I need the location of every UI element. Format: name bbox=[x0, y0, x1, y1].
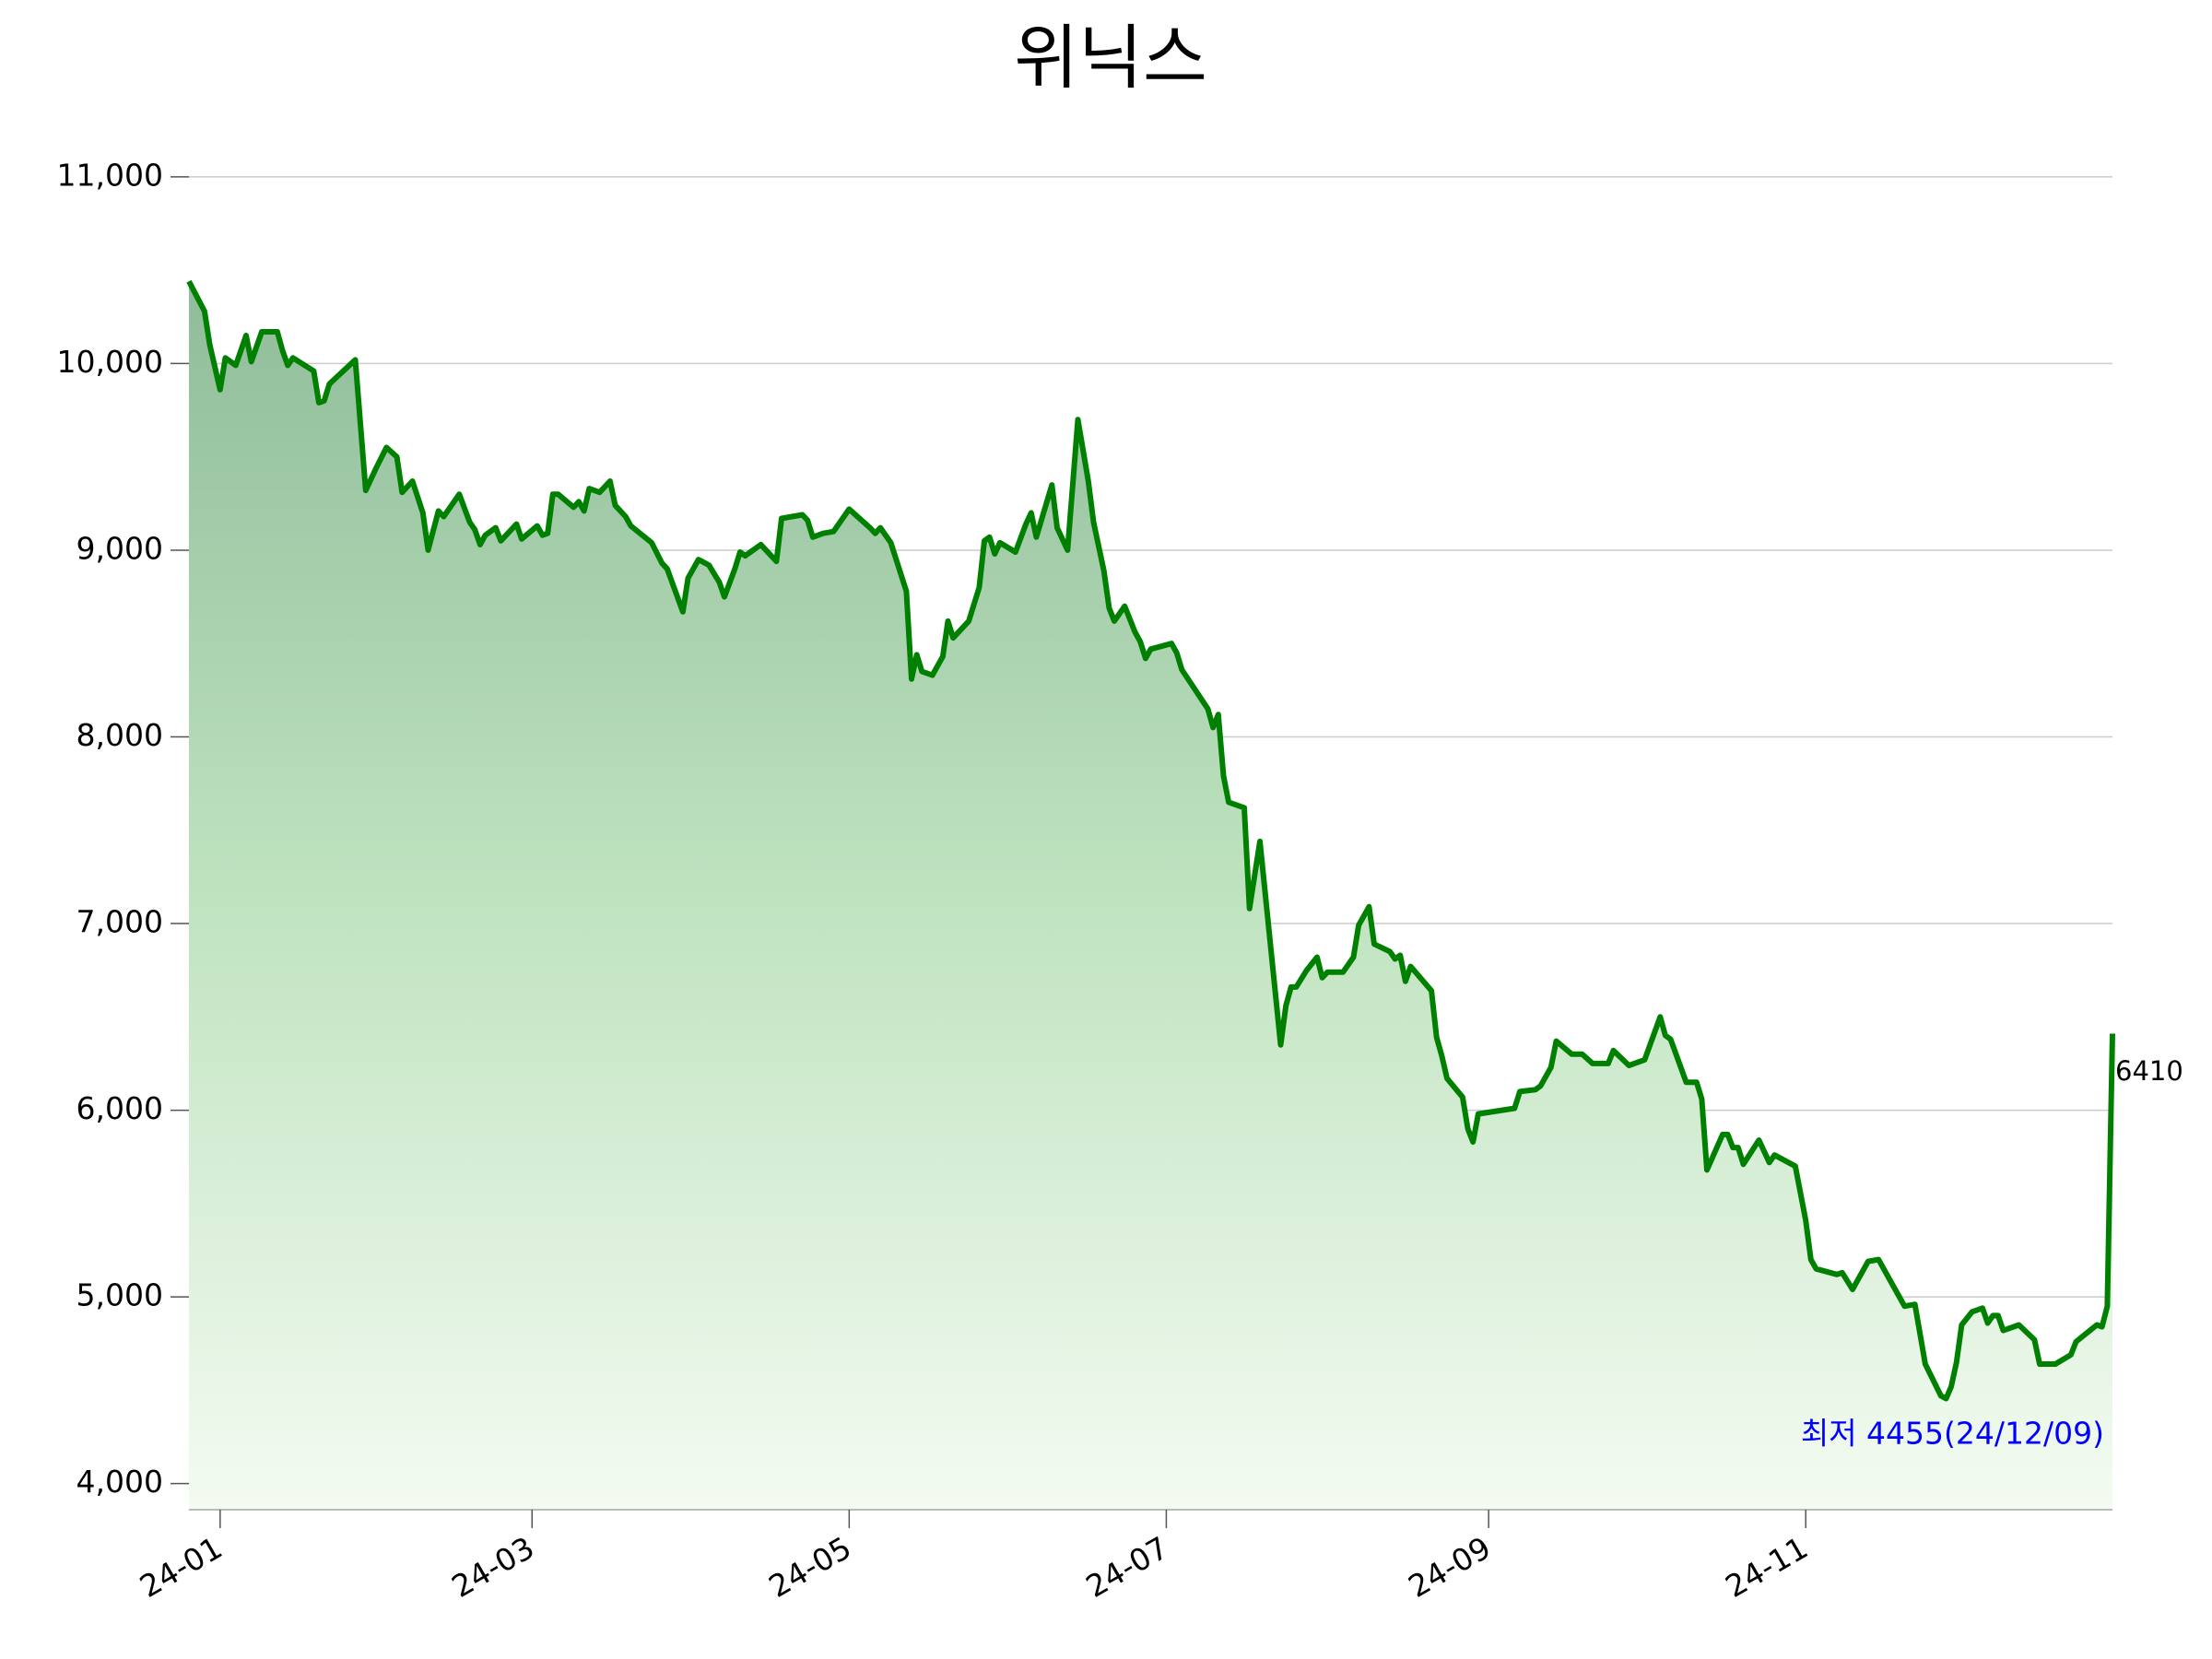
annotation: 최저 4455(24/12/09) bbox=[1801, 1416, 2104, 1452]
x-tick-label: 24-07 bbox=[1080, 1529, 1175, 1605]
chart-title: 위닉스 bbox=[1014, 17, 1207, 99]
x-tick-label: 24-11 bbox=[1719, 1529, 1814, 1605]
y-tick-label: 10,000 bbox=[57, 344, 163, 380]
x-tick-label: 24-05 bbox=[763, 1529, 858, 1605]
y-tick-label: 5,000 bbox=[76, 1277, 163, 1313]
area bbox=[189, 281, 2112, 1510]
x-tick-label: 24-09 bbox=[1402, 1529, 1497, 1605]
annotation: 6410 bbox=[2115, 1055, 2183, 1087]
y-tick-label: 6,000 bbox=[76, 1090, 163, 1126]
y-tick-label: 11,000 bbox=[57, 157, 163, 193]
y-tick-label: 7,000 bbox=[76, 904, 163, 940]
x-tick-label: 24-01 bbox=[134, 1529, 229, 1605]
x-tick-label: 24-03 bbox=[445, 1529, 540, 1605]
y-tick-label: 8,000 bbox=[76, 717, 163, 753]
y-tick-label: 9,000 bbox=[76, 530, 163, 566]
y-tick-label: 4,000 bbox=[76, 1464, 163, 1500]
line bbox=[186, 279, 2115, 1402]
